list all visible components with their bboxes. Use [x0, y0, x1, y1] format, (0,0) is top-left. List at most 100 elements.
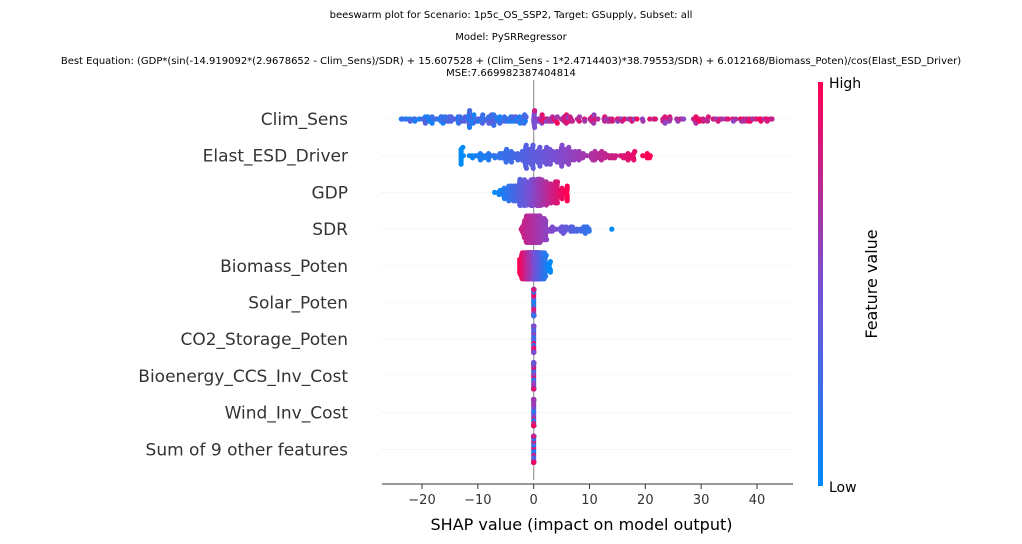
shap-point — [531, 312, 537, 319]
shap-point — [554, 179, 561, 185]
shap-point — [566, 144, 572, 150]
colorbar-title: Feature value — [862, 229, 881, 338]
shap-point — [531, 286, 537, 293]
x-tick-label: 40 — [749, 493, 766, 508]
shap-point — [530, 142, 536, 148]
title-line-1: beeswarm plot for Scenario: 1p5c_OS_SSP2… — [329, 10, 693, 21]
shap-point — [700, 118, 706, 124]
row-guides — [382, 118, 793, 450]
shap-point — [460, 153, 466, 159]
feature-label: Solar_Poten — [248, 294, 348, 314]
shap-point — [544, 237, 550, 243]
shap-point — [471, 112, 477, 118]
shap-point — [566, 161, 572, 167]
shap-point — [591, 112, 597, 118]
shap-point — [622, 116, 628, 122]
shap-point — [429, 120, 435, 126]
x-tick-label: 10 — [581, 493, 598, 508]
title-line-3: Best Equation: (GDP*(sin(-14.919092*(2.9… — [60, 56, 962, 67]
shap-point — [564, 183, 570, 189]
shap-point — [704, 118, 711, 124]
shap-point — [539, 177, 545, 183]
shap-point — [554, 114, 560, 120]
shap-point — [543, 273, 549, 279]
x-axis: −20 −10 0 10 20 30 40 — [382, 483, 793, 508]
shap-point — [531, 397, 537, 403]
title-line-2: Model: PySRRegressor — [455, 32, 567, 43]
x-tick-label: 30 — [693, 493, 710, 508]
shap-point — [582, 118, 588, 124]
shap-point — [592, 148, 598, 155]
shap-point — [523, 114, 529, 120]
shap-point — [584, 153, 590, 159]
shap-point — [554, 200, 561, 206]
shap-point — [531, 349, 537, 355]
feature-label: GDP — [311, 183, 348, 203]
shap-point — [458, 161, 464, 167]
shap-point — [523, 142, 529, 148]
shap-point — [532, 124, 538, 130]
shap-point — [705, 114, 712, 120]
feature-label: Bioenergy_CCS_Inv_Cost — [138, 367, 348, 387]
shap-point — [460, 144, 466, 150]
shap-point — [523, 165, 530, 171]
shap-point — [613, 153, 619, 159]
shap-point — [564, 198, 570, 204]
shap-point — [576, 114, 583, 120]
x-tick-label: 0 — [530, 493, 538, 508]
x-tick-label: −20 — [408, 493, 435, 508]
shap-point — [504, 146, 510, 152]
shap-point — [480, 112, 486, 118]
shap-point — [531, 423, 537, 429]
shap-point — [547, 259, 554, 265]
shap-point — [539, 112, 545, 118]
shap-point — [491, 122, 497, 128]
shap-point — [769, 116, 775, 122]
shap-point — [466, 124, 473, 130]
title-line-4: MSE:7.669982387404814 — [446, 68, 576, 79]
shap-point — [569, 118, 576, 124]
shap-point — [631, 157, 637, 163]
x-tick-label: 20 — [637, 493, 654, 508]
shap-point — [576, 148, 582, 155]
shap-point — [522, 118, 528, 124]
shap-point — [532, 108, 538, 114]
shap-point — [632, 148, 638, 155]
shap-point — [543, 252, 549, 258]
shap-point — [667, 116, 673, 122]
shap-point — [634, 116, 640, 122]
feature-label: CO2_Storage_Poten — [180, 330, 348, 350]
shap-point — [547, 269, 554, 275]
shap-point — [531, 386, 537, 392]
feature-label: Sum of 9 other features — [146, 440, 349, 460]
shap-point — [508, 159, 515, 165]
shap-point — [681, 116, 687, 122]
feature-label: Clim_Sens — [261, 110, 348, 130]
shap-point — [725, 116, 731, 122]
shap-point — [531, 459, 537, 465]
shap-point — [647, 153, 653, 159]
shap-point — [531, 360, 537, 366]
shap-point — [609, 118, 616, 124]
feature-label: SDR — [312, 220, 348, 240]
shap-point — [559, 196, 565, 202]
points-layer — [398, 108, 775, 465]
shap-point — [571, 157, 577, 163]
shap-point — [412, 118, 418, 124]
shap-point — [586, 228, 592, 234]
shap-point — [531, 323, 537, 329]
shap-point — [640, 118, 646, 124]
shap-point — [662, 120, 668, 126]
shap-point — [609, 226, 615, 232]
shap-point — [543, 218, 549, 224]
shap-point — [580, 155, 586, 161]
shap-point — [467, 108, 473, 114]
shap-point — [576, 118, 582, 124]
shap-point — [719, 116, 725, 122]
shap-point — [492, 189, 498, 195]
colorbar-low-label: Low — [829, 480, 857, 496]
x-axis-title: SHAP value (impact on model output) — [431, 515, 733, 534]
shap-point — [591, 120, 597, 126]
colorbar-high-label: High — [829, 76, 861, 92]
